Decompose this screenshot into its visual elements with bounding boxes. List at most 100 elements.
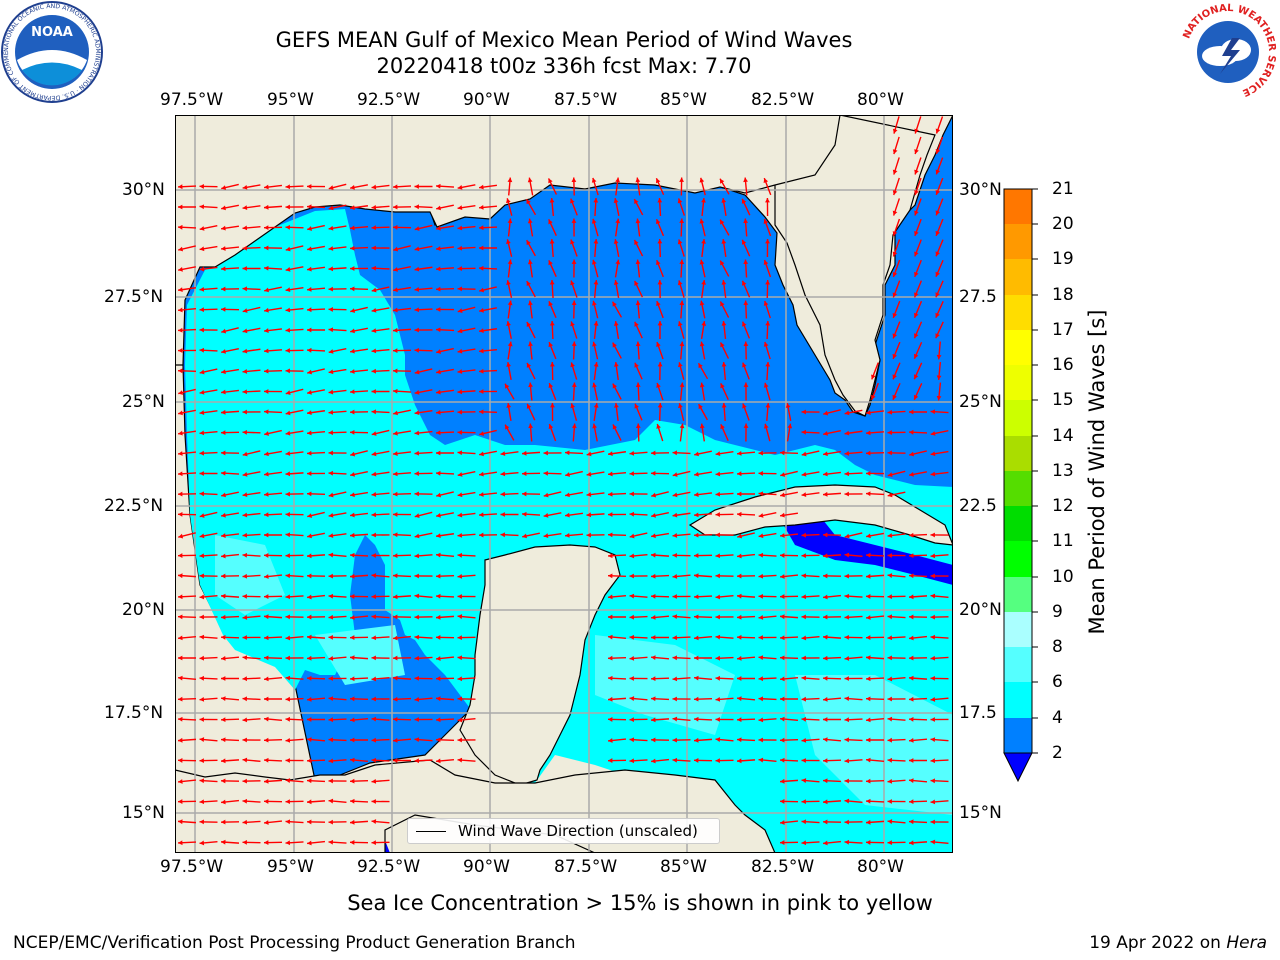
wave-arrow-head xyxy=(350,512,355,518)
wave-arrow-head xyxy=(436,286,441,292)
wave-arrow-head xyxy=(371,676,377,682)
wave-arrow-head xyxy=(414,533,420,539)
wave-arrow-head xyxy=(328,185,334,190)
wave-arrow-head xyxy=(264,778,269,784)
wave-arrow-head xyxy=(505,424,510,430)
wave-arrow-head xyxy=(763,341,769,347)
wave-arrow-head xyxy=(672,512,678,518)
wave-arrow-head xyxy=(913,333,919,339)
wave-arrow-head xyxy=(436,758,441,764)
wave-arrow-head xyxy=(178,533,184,539)
wave-arrow-head xyxy=(371,799,376,804)
colorbar-tick: 15 xyxy=(1052,390,1074,410)
lat-tick-left: 30°N xyxy=(122,180,165,200)
wave-arrow-head xyxy=(699,218,705,224)
wave-arrow-head xyxy=(328,737,333,743)
wave-arrow-head xyxy=(178,204,183,210)
wave-arrow-head xyxy=(780,512,785,518)
wave-arrow-head xyxy=(635,382,641,388)
wave-arrow-head xyxy=(528,341,533,347)
wave-arrow-head xyxy=(737,573,742,579)
wave-arrow-head xyxy=(457,389,463,395)
wave-arrow-head xyxy=(629,450,635,456)
wave-arrow-head xyxy=(221,409,226,415)
wave-arrow-head xyxy=(914,271,919,277)
wave-arrow-head xyxy=(887,492,893,498)
wave-arrow-head xyxy=(264,431,270,436)
wave-arrow-head xyxy=(720,219,725,225)
wave-arrow-head xyxy=(629,553,635,559)
wave-arrow-head xyxy=(930,471,936,477)
wave-arrow-head xyxy=(592,423,597,429)
wave-arrow-head xyxy=(570,403,576,409)
colorbar-bin xyxy=(1004,259,1032,295)
wave-arrow-head xyxy=(548,178,553,184)
wave-arrow-head xyxy=(500,451,506,456)
colorbar-tick: 14 xyxy=(1052,426,1074,446)
wave-arrow-head xyxy=(199,840,205,846)
wave-arrow-head xyxy=(801,573,807,579)
wave-arrow-head xyxy=(930,758,935,764)
wave-arrow-head xyxy=(780,655,785,661)
wave-arrow-head xyxy=(328,409,334,415)
wave-arrow-head xyxy=(371,451,377,457)
wave-arrow-head xyxy=(414,737,420,743)
wave-arrow-head xyxy=(285,675,291,681)
wave-arrow-head xyxy=(677,321,683,327)
wave-arrow-head xyxy=(393,287,398,293)
wave-arrow-head xyxy=(765,239,770,244)
wave-arrow-head xyxy=(763,300,769,306)
wave-arrow-head xyxy=(549,239,555,244)
wave-arrow-head xyxy=(694,635,699,641)
wave-arrow-head xyxy=(586,451,592,457)
wave-arrow-head xyxy=(930,409,936,415)
wave-arrow-head xyxy=(866,676,871,682)
wave-arrow-head xyxy=(780,716,785,722)
wave-arrow-head xyxy=(457,594,462,599)
wave-arrow-head xyxy=(371,492,377,497)
wave-arrow-head xyxy=(651,450,656,456)
wave-arrow-head xyxy=(242,409,247,415)
wave-arrow-head xyxy=(780,553,785,558)
gulf-map xyxy=(175,115,953,853)
wave-arrow-head xyxy=(571,423,577,429)
wave-arrow-head xyxy=(656,219,661,225)
colorbar-tick: 19 xyxy=(1052,249,1074,269)
wave-arrow-head xyxy=(436,676,441,681)
wave-arrow-head xyxy=(629,737,635,743)
wave-arrow-head xyxy=(242,308,248,313)
wave-arrow-head xyxy=(457,492,463,498)
wave-arrow-head xyxy=(737,758,742,764)
wave-arrow-head xyxy=(526,403,532,409)
wave-arrow-head xyxy=(264,184,269,190)
colorbar-tick: 20 xyxy=(1052,214,1074,234)
footer-credit: NCEP/EMC/Verification Post Processing Pr… xyxy=(13,933,576,953)
wave-arrow-head xyxy=(221,266,226,272)
colorbar-bin xyxy=(1004,541,1032,577)
wave-arrow-head xyxy=(522,491,527,497)
wave-arrow-head xyxy=(612,342,617,348)
wave-arrow-head xyxy=(591,259,597,265)
wave-arrow-head xyxy=(414,184,419,189)
wave-arrow-head xyxy=(892,353,897,359)
wave-arrow-head xyxy=(844,491,849,497)
wave-arrow-head xyxy=(178,675,183,681)
wave-arrow-head xyxy=(715,758,720,764)
lat-tick-right: 20°N xyxy=(959,600,1002,620)
wave-arrow-head xyxy=(780,472,786,477)
wave-arrow-head xyxy=(350,205,355,211)
wave-arrow-head xyxy=(285,799,290,805)
wave-arrow-head xyxy=(892,210,898,216)
wave-arrow-head xyxy=(780,635,785,641)
wave-arrow-head xyxy=(823,451,828,457)
wave-arrow-head xyxy=(823,471,828,477)
wave-arrow-head xyxy=(221,778,226,784)
wave-arrow-head xyxy=(307,204,312,210)
wave-arrow-head xyxy=(199,819,204,825)
wave-arrow-head xyxy=(178,655,183,661)
wave-arrow-head xyxy=(285,635,291,641)
wave-arrow-head xyxy=(679,382,685,388)
lon-tick-top: 92.5°W xyxy=(357,90,421,110)
wave-arrow-head xyxy=(199,307,204,313)
lat-tick-left: 27.5°N xyxy=(104,287,164,307)
